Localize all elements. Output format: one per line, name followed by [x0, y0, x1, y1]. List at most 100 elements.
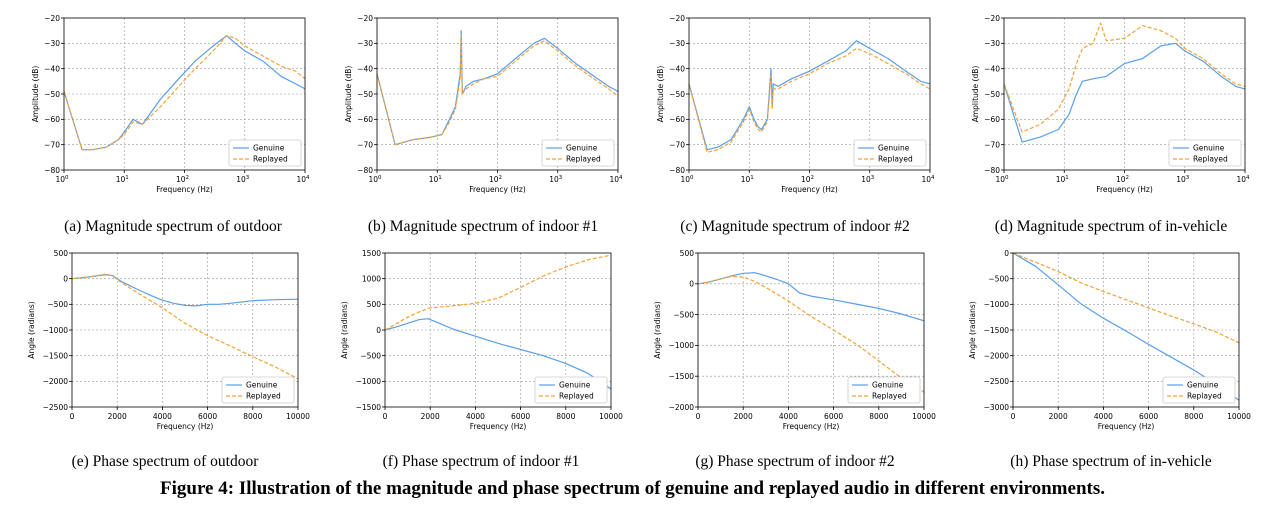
chart-e: 0 2000 4000 6000 8000 10000 −2500 −2000 −1500 −10… [27, 249, 310, 431]
series-line-genuine [1012, 252, 1240, 401]
y-tick-label: −2500 [984, 377, 1010, 386]
x-tick-label: 102 [489, 175, 502, 184]
x-tick-label: 104 [609, 175, 623, 184]
y-axis-label: Amplitude (dB) [656, 66, 665, 123]
x-tick-label: 100 [680, 175, 694, 184]
series-line-genuine [63, 35, 306, 151]
x-tick-label: 103 [549, 175, 563, 184]
x-tick-label: 10000 [1227, 412, 1251, 421]
y-tick-label: −50 [44, 90, 60, 99]
y-tick-label: −30 [984, 39, 1000, 48]
series-line-replayed [1012, 252, 1240, 344]
x-tick-label: 104 [296, 175, 310, 184]
x-tick-label: 6000 [824, 412, 843, 421]
x-tick-label: 8000 [869, 412, 888, 421]
chart-c: 100 101 102 103 104−80−70−60−50−40−30−20Freq… [656, 14, 935, 194]
legend: Genuine Replayed [1162, 376, 1236, 404]
x-tick-label-exponent: 3 [246, 175, 250, 181]
x-tick-label: 101 [116, 175, 129, 184]
figure-caption: Figure 4: Illustration of the magnitude … [160, 478, 1105, 499]
x-tick-label: 6000 [198, 412, 217, 421]
x-tick-label: 10000 [912, 412, 936, 421]
legend-label-replayed: Replayed [246, 392, 281, 401]
subcaption-g: (g) Phase spectrum of indoor #2 [695, 453, 895, 470]
x-tick-label-exponent: 1 [438, 175, 442, 181]
x-tick-label: 102 [801, 175, 814, 184]
x-axis-label: Frequency (Hz) [470, 422, 527, 431]
x-tick-label: 8000 [243, 412, 262, 421]
y-tick-label: −1500 [669, 372, 695, 381]
subcaption-d: (d) Magnitude spectrum of in-vehicle [994, 218, 1228, 235]
legend: Genuine Replayed [221, 376, 295, 404]
legend: Genuine Replayed [847, 376, 921, 404]
series-line-replayed [697, 275, 925, 393]
legend: Genuine Replayed [1168, 139, 1242, 167]
y-tick-label: −80 [669, 166, 685, 175]
legend-label-genuine: Genuine [1193, 144, 1225, 153]
legend-label-replayed: Replayed [872, 392, 907, 401]
y-tick-label: −500 [47, 300, 68, 309]
y-axis-label: Angle (radians) [27, 301, 36, 358]
x-tick-label-exponent: 3 [1186, 175, 1190, 181]
x-tick-label-exponent: 4 [931, 175, 935, 181]
y-tick-label: −80 [44, 166, 60, 175]
legend: Genuine Replayed [228, 139, 302, 167]
x-tick-label-exponent: 3 [559, 175, 563, 181]
x-tick-label: 4000 [779, 412, 798, 421]
x-tick-label-exponent: 4 [1246, 175, 1250, 181]
y-tick-label: 500 [367, 300, 382, 309]
x-tick-label-exponent: 1 [125, 175, 129, 181]
legend-label-replayed: Replayed [878, 155, 913, 164]
x-tick-label: 103 [1176, 175, 1190, 184]
y-tick-label: −1500 [984, 326, 1010, 335]
series-line-replayed [63, 35, 306, 151]
x-tick-label: 100 [55, 175, 69, 184]
x-tick-label: 0 [696, 412, 701, 421]
y-tick-label: −20 [357, 14, 373, 23]
chart-d: 100 101 102 103 104−80−70−60−50−40−30−20Freq… [971, 14, 1250, 194]
subcaption-f: (f) Phase spectrum of indoor #1 [382, 453, 580, 470]
y-tick-label: −2500 [43, 403, 69, 412]
x-tick-label-exponent: 4 [306, 175, 310, 181]
legend-label-replayed: Replayed [253, 155, 288, 164]
legend-label-replayed: Replayed [559, 392, 594, 401]
series-line-genuine [1003, 42, 1246, 143]
chart-a: 100 101 102 103 104−80−70−60−50−40−30−20Freq… [31, 14, 310, 194]
y-tick-label: −500 [988, 274, 1009, 283]
x-tick-label: 2000 [108, 412, 127, 421]
y-tick-label: −70 [669, 140, 685, 149]
y-axis-label: Angle (radians) [653, 301, 662, 358]
y-tick-label: −2000 [43, 377, 69, 386]
legend-label-genuine: Genuine [1187, 381, 1219, 390]
y-tick-label: −20 [669, 14, 685, 23]
x-axis-label: Frequency (Hz) [1096, 185, 1153, 194]
x-axis-label: Frequency (Hz) [1098, 422, 1155, 431]
subcaption-a: (a) Magnitude spectrum of outdoor [64, 218, 282, 235]
y-tick-label: −80 [357, 166, 373, 175]
x-tick-label-exponent: 3 [871, 175, 875, 181]
x-tick-label-exponent: 1 [1065, 175, 1069, 181]
y-tick-label: −50 [984, 90, 1000, 99]
y-tick-label: −500 [360, 351, 381, 360]
x-tick-label: 4000 [466, 412, 485, 421]
x-tick-label: 104 [1236, 175, 1250, 184]
y-tick-label: −30 [44, 39, 60, 48]
chart-b: 100 101 102 103 104−80−70−60−50−40−30−20Freq… [344, 14, 623, 194]
y-tick-label: −2000 [984, 351, 1010, 360]
x-axis-label: Frequency (Hz) [156, 185, 213, 194]
series-line-replayed [688, 47, 931, 153]
x-tick-label: 10000 [599, 412, 623, 421]
x-tick-label: 100 [368, 175, 382, 184]
x-axis-label: Frequency (Hz) [781, 185, 838, 194]
axes-frame [697, 252, 925, 408]
subcaption-e: (e) Phase spectrum of outdoor [71, 453, 259, 470]
legend-label-genuine: Genuine [872, 381, 904, 390]
y-tick-label: −60 [357, 115, 373, 124]
series-line-replayed [384, 254, 612, 331]
legend-label-replayed: Replayed [1187, 392, 1222, 401]
x-tick-label: 4000 [153, 412, 172, 421]
y-tick-label: −2000 [669, 403, 695, 412]
y-tick-label: −50 [357, 90, 373, 99]
legend-label-genuine: Genuine [559, 381, 591, 390]
